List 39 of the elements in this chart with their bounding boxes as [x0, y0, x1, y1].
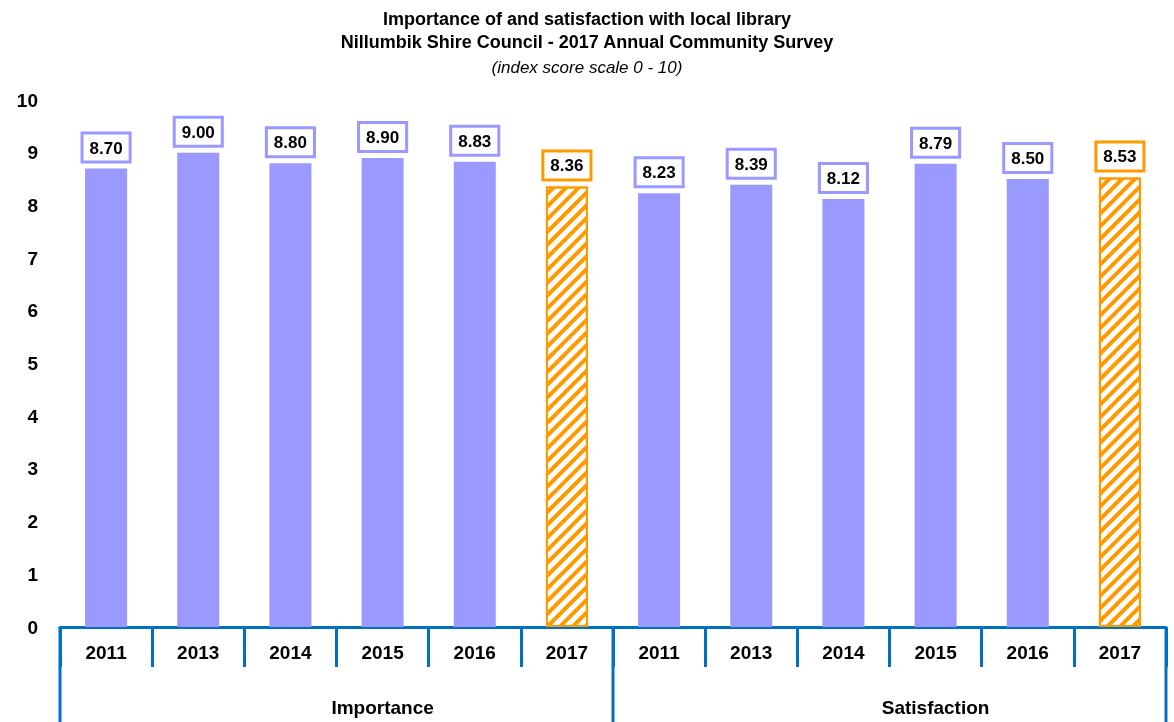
data-label: 8.50	[1011, 149, 1045, 169]
y-tick-label: 0	[27, 616, 38, 638]
data-label: 8.23	[642, 163, 676, 183]
chart-subtitle: (index score scale 0 - 10)	[491, 58, 683, 77]
x-tick-label: 2014	[269, 642, 312, 663]
x-tick-label: 2011	[638, 642, 681, 663]
y-tick-label: 8	[27, 194, 38, 216]
data-label: 8.70	[89, 138, 123, 158]
x-tick-label: 2011	[85, 642, 128, 663]
y-tick-label: 10	[16, 89, 38, 111]
data-label: 8.90	[366, 127, 400, 147]
data-label: 8.39	[734, 154, 768, 174]
y-tick-label: 7	[27, 247, 38, 269]
text: Satisfaction	[881, 697, 990, 718]
x-tick-label: 2017	[545, 642, 589, 663]
x-tick-label: 2013	[730, 642, 773, 663]
data-label: 8.83	[458, 131, 492, 151]
x-tick-label: 2016	[1006, 642, 1049, 663]
data-label: 8.53	[1103, 147, 1137, 167]
y-tick-label: 2	[27, 511, 38, 533]
data-label: 8.36	[550, 156, 584, 176]
chart-title: Importance of and satisfaction with local library Nillumbik Shire Council - 2017 Annual Community Survey	[340, 8, 834, 52]
y-tick-label: 9	[27, 142, 38, 164]
y-tick-label: 6	[27, 300, 38, 322]
x-tick-label: 2014	[822, 642, 865, 663]
y-tick-label: 5	[27, 353, 39, 374]
y-tick-label: 3	[27, 458, 38, 480]
x-tick-label: 2016	[453, 642, 496, 663]
text: Importance	[331, 697, 434, 718]
x-tick-label: 2015	[361, 642, 405, 663]
x-tick-label: 2017	[1098, 642, 1142, 663]
data-label: 9.00	[181, 122, 215, 142]
data-label: 8.12	[826, 169, 860, 189]
x-tick-label: 2015	[914, 642, 958, 663]
x-tick-label: 2013	[177, 642, 220, 663]
data-label: 8.79	[919, 133, 953, 153]
data-label: 8.80	[273, 133, 307, 153]
y-tick-label: 1	[27, 563, 39, 585]
y-tick-label: 4	[27, 405, 39, 427]
